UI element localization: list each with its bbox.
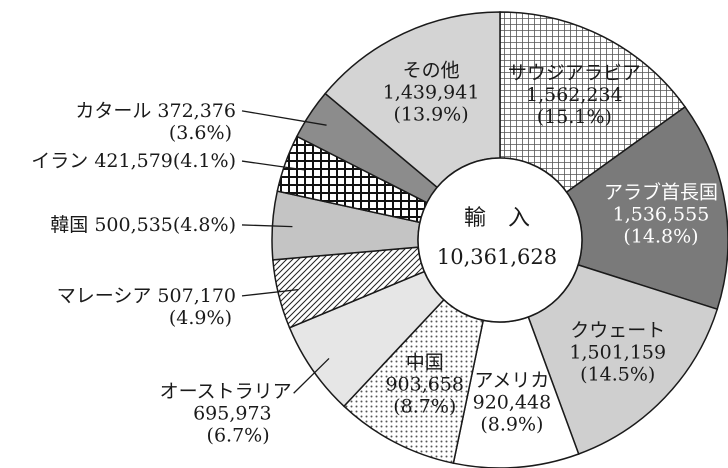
slice-value: 695,973 [193, 402, 272, 424]
leader-line [293, 357, 330, 394]
slice-name-value-percent: 韓国 500,535(4.8%) [50, 214, 236, 236]
slice-labels: サウジアラビア 1,562,234 (15.1%)アラブ首長国 1,536,555 (1… [31, 59, 718, 446]
donut-hole [417, 157, 583, 323]
slice-percent: (14.8%) [623, 225, 698, 247]
slice-percent: (15.1%) [537, 106, 612, 128]
slice-percent: (14.5%) [580, 364, 655, 386]
slice-value: 920,448 [473, 392, 552, 414]
pie-slices [271, 11, 728, 468]
leader-line [241, 224, 293, 228]
slice-value: 1,536,555 [613, 203, 710, 225]
slice-label: オーストラリア 695,973 (6.7%) [160, 380, 292, 446]
leader-lines [241, 110, 330, 394]
slice-name: アラブ首長国 [604, 180, 718, 203]
slice-label: 韓国 500,535(4.8%) [50, 214, 236, 236]
slice-label: 中国 903,658 (8.7%) [385, 352, 464, 418]
leader-line [241, 289, 299, 297]
slice-label: サウジアラビア 1,562,234 (15.1%) [508, 62, 641, 128]
slice-value: 1,501,159 [569, 342, 666, 364]
leader-line [241, 110, 327, 126]
slice-percent: (6.7%) [207, 424, 270, 446]
slice-name: アメリカ [474, 370, 549, 392]
slice-name-value: マレーシア 507,170 [57, 285, 236, 307]
slice-percent: (3.6%) [169, 122, 232, 144]
slice-label: イラン 421,579(4.1%) [31, 150, 236, 172]
leader-line [241, 160, 305, 171]
slice-value: 903,658 [385, 374, 464, 396]
slice-percent: (13.9%) [393, 103, 468, 125]
slice-label: アメリカ 920,448 (8.9%) [473, 370, 552, 436]
slice-label: マレーシア 507,170 [57, 285, 236, 307]
slice-name: オーストラリア [160, 380, 292, 402]
slice-label: アラブ首長国 1,536,555 (14.8%) [604, 180, 718, 247]
slice-value: 1,439,941 [383, 81, 480, 103]
slice-name-value-percent: イラン 421,579(4.1%) [31, 150, 236, 172]
slice-name: サウジアラビア [508, 62, 641, 84]
slice-value: 1,562,234 [526, 84, 623, 106]
slice-label: カタール 372,376 [75, 100, 236, 122]
center-title: 輸 入 [464, 206, 530, 231]
slice-label: その他 1,439,941 (13.9%) [383, 59, 480, 125]
slice-name: 中国 [406, 352, 444, 374]
slice-label: (4.9%) [169, 307, 232, 329]
slice-percent: (8.7%) [393, 396, 456, 418]
slice-name: その他 [403, 59, 460, 81]
slice-name-value: カタール 372,376 [75, 100, 236, 122]
slice-percent: (4.9%) [169, 307, 232, 329]
slice-percent: (8.9%) [480, 414, 543, 436]
center-total: 10,361,628 [437, 245, 557, 269]
slice-label: クウェート 1,501,159 (14.5%) [569, 320, 666, 386]
slice-name: クウェート [570, 320, 665, 342]
slice-label: (3.6%) [169, 122, 232, 144]
